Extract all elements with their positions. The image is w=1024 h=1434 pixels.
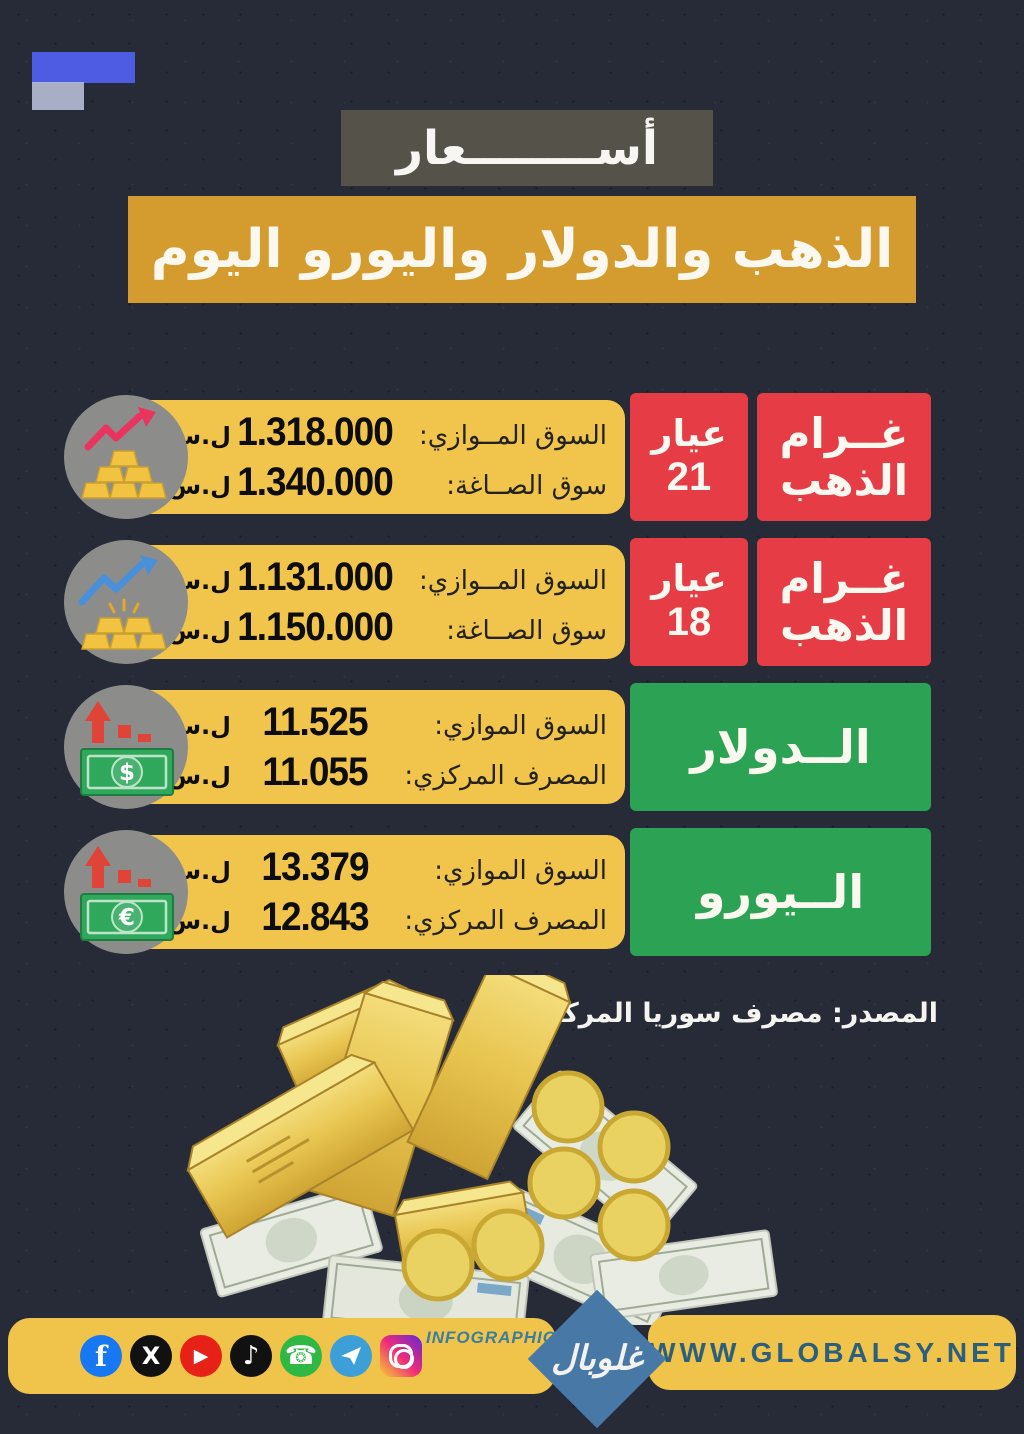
x-twitter-icon[interactable]: X (130, 1335, 172, 1377)
facebook-icon[interactable]: f (80, 1335, 122, 1377)
instagram-icon[interactable] (380, 1335, 422, 1377)
category-line2: الذهب (780, 601, 909, 650)
footer-website-bar: WWW.GLOBALSY.NET (648, 1315, 1016, 1390)
corner-logo-blue-bar (32, 52, 135, 83)
carat-box-21: عيار 21 (630, 393, 748, 521)
price-row-euro: السوق الموازي: 13.379 ل.س المصرف المركزي… (64, 828, 931, 956)
price-line-parallel-market: السوق الموازي: 11.525 ل.س (168, 699, 607, 744)
market-label: السوق الموازي: (434, 711, 607, 741)
price-line-parallel-market: السوق الموازي: 13.379 ل.س (168, 844, 607, 889)
market-label: السوق المــوازي: (419, 566, 607, 596)
euro-symbol: € (118, 905, 135, 931)
dollar-banknote-trend-up-icon: $ (64, 685, 188, 809)
website-url[interactable]: WWW.GLOBALSY.NET (649, 1336, 1015, 1368)
price-value: 1.340.000 (237, 459, 394, 504)
whatsapp-icon[interactable]: ☎ (280, 1335, 322, 1377)
market-label: سوق الصــاغة: (446, 471, 607, 501)
price-value: 11.055 (262, 749, 368, 794)
infographic-label: INFOGRAPHIC (426, 1328, 556, 1347)
category-label: الــدولار (690, 720, 871, 774)
source-credit: المصدر: مصرف سوريا المركزي (521, 998, 938, 1029)
gold-bars-money-photo (186, 975, 778, 1325)
price-value: 13.379 (261, 844, 369, 889)
tiktok-icon[interactable]: ♪ (230, 1335, 272, 1377)
dollar-symbol: $ (119, 760, 135, 786)
carat-box-18: عيار 18 (630, 538, 748, 666)
category-box-dollar: الــدولار (630, 683, 931, 811)
page-title-text: أســــــــعار (395, 120, 659, 176)
telegram-icon[interactable] (330, 1335, 372, 1377)
price-line-central-bank: المصرف المركزي: 11.055 ل.س (168, 749, 607, 794)
price-line-goldsmiths-market: سوق الصــاغة: 1.150.000 ل.س (168, 604, 607, 649)
euro-banknote-trend-up-icon: € (64, 830, 188, 954)
market-label: السوق المــوازي: (419, 421, 607, 451)
banner-title: الذهب والدولار واليورو اليوم (128, 196, 916, 303)
category-line1: غــرام (779, 408, 909, 458)
youtube-icon[interactable]: ▶ (180, 1335, 222, 1377)
price-row-dollar: السوق الموازي: 11.525 ل.س المصرف المركزي… (64, 683, 931, 811)
market-label: المصرف المركزي: (404, 761, 607, 791)
category-line2: الذهب (780, 456, 909, 505)
corner-logo-light-bar (32, 82, 84, 110)
gold-bars-trend-up-blue-icon (64, 540, 188, 664)
category-box-euro: الــيورو (630, 828, 931, 956)
market-label: المصرف المركزي: (404, 906, 607, 936)
price-value: 1.131.000 (237, 554, 394, 599)
market-label: سوق الصــاغة: (446, 616, 607, 646)
price-line-parallel-market: السوق المــوازي: 1.131.000 ل.س (168, 554, 607, 599)
price-panel: السوق المــوازي: 1.131.000 ل.س سوق الصــ… (90, 545, 625, 659)
price-row-gold-21: السوق المــوازي: 1.318.000 ل.س سوق الصــ… (64, 393, 931, 521)
price-row-gold-18: السوق المــوازي: 1.131.000 ل.س سوق الصــ… (64, 538, 931, 666)
price-value: 12.843 (261, 894, 369, 939)
globaly-logo-text: غلوبال (551, 1338, 643, 1379)
price-line-goldsmiths-market: سوق الصــاغة: 1.340.000 ل.س (168, 459, 607, 504)
price-value: 1.318.000 (237, 409, 394, 454)
carat-word: عيار (651, 556, 727, 600)
category-line1: غــرام (779, 553, 909, 603)
price-value: 11.525 (262, 699, 368, 744)
price-panel: السوق المــوازي: 1.318.000 ل.س سوق الصــ… (90, 400, 625, 514)
price-value: 1.150.000 (237, 604, 394, 649)
carat-word: عيار (651, 411, 727, 455)
category-label: الــيورو (696, 865, 865, 919)
page-title: أســــــــعار (341, 110, 713, 186)
footer-social-bar: f X ▶ ♪ ☎ (8, 1318, 556, 1394)
category-box-gold-gram: غــرام الذهب (757, 393, 931, 521)
banner-title-text: الذهب والدولار واليورو اليوم (150, 219, 895, 280)
carat-number: 21 (666, 455, 712, 500)
price-line-parallel-market: السوق المــوازي: 1.318.000 ل.س (168, 409, 607, 454)
market-label: السوق الموازي: (434, 856, 607, 886)
price-line-central-bank: المصرف المركزي: 12.843 ل.س (168, 894, 607, 939)
gold-bars-trend-up-red-icon (64, 395, 188, 519)
carat-number: 18 (666, 600, 712, 645)
category-box-gold-gram: غــرام الذهب (757, 538, 931, 666)
